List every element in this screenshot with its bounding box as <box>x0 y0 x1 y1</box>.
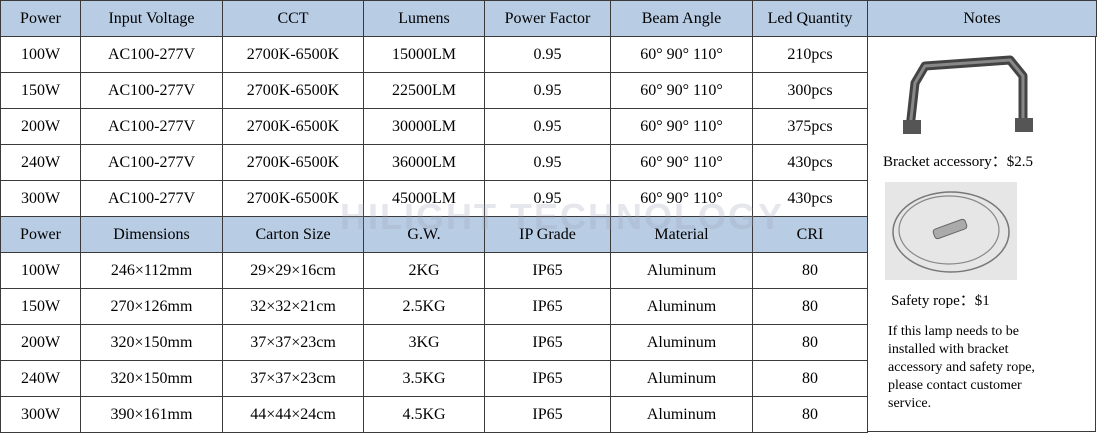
table-cell: IP65 <box>484 396 611 433</box>
header-cell: Led Quantity <box>752 0 868 37</box>
table-cell: AC100-277V <box>80 72 223 109</box>
header-cell: Power <box>0 216 81 253</box>
header-cell: IP Grade <box>484 216 611 253</box>
table-cell: 0.95 <box>484 108 611 145</box>
info-line: please contact customer <box>888 378 1022 393</box>
table-cell: 150W <box>0 288 81 325</box>
table-cell: 240W <box>0 360 81 397</box>
table-cell: 270×126mm <box>80 288 223 325</box>
watermark: HILIGHT TECHNOLOGY <box>340 196 784 237</box>
header-cell: Notes <box>867 0 1097 37</box>
table-cell: Aluminum <box>610 252 753 289</box>
table-cell: IP65 <box>484 324 611 361</box>
header-cell: Beam Angle <box>610 0 753 37</box>
table-cell: Aluminum <box>610 360 753 397</box>
table-cell: AC100-277V <box>80 108 223 145</box>
table-cell: 2KG <box>363 252 485 289</box>
table-cell: 3KG <box>363 324 485 361</box>
table-cell: 390×161mm <box>80 396 223 433</box>
table-cell: 100W <box>0 36 81 73</box>
table-cell: 2700K-6500K <box>222 72 364 109</box>
info-line: service. <box>888 396 932 411</box>
table-cell: 22500LM <box>363 72 485 109</box>
table-cell: Aluminum <box>610 324 753 361</box>
header-cell: CCT <box>222 0 364 37</box>
table-cell: 320×150mm <box>80 360 223 397</box>
table-cell: 300W <box>0 396 81 433</box>
table-cell: 150W <box>0 72 81 109</box>
table-cell: 80 <box>752 396 868 433</box>
table-cell: 60° 90° 110° <box>610 72 753 109</box>
table-cell: 0.95 <box>484 144 611 181</box>
header-cell: Lumens <box>363 0 485 37</box>
table-cell: 430pcs <box>752 144 868 181</box>
table-cell: 375pcs <box>752 108 868 145</box>
table-cell: 60° 90° 110° <box>610 108 753 145</box>
header-cell: Carton Size <box>222 216 364 253</box>
header-cell: Power Factor <box>484 0 611 37</box>
rope-image <box>885 182 1017 280</box>
table-cell: 60° 90° 110° <box>610 36 753 73</box>
table-cell: AC100-277V <box>80 36 223 73</box>
table-cell: IP65 <box>484 360 611 397</box>
header-cell: Input Voltage <box>80 0 223 37</box>
table-cell: IP65 <box>484 288 611 325</box>
table-cell: 300W <box>0 180 81 217</box>
table-cell: 80 <box>752 360 868 397</box>
table-cell: 37×37×23cm <box>222 360 364 397</box>
table-cell: 210pcs <box>752 36 868 73</box>
info-line: accessory and safety rope, <box>888 360 1035 375</box>
header-cell: G.W. <box>363 216 485 253</box>
table-cell: 80 <box>752 288 868 325</box>
table-cell: IP65 <box>484 252 611 289</box>
table-cell: 200W <box>0 108 81 145</box>
table-cell: 0.95 <box>484 36 611 73</box>
notes-cell <box>867 36 1096 432</box>
table-cell: 240W <box>0 144 81 181</box>
table-cell: AC100-277V <box>80 144 223 181</box>
table-cell: 80 <box>752 252 868 289</box>
notes-info: If this lamp needs to be installed with b… <box>888 323 1035 413</box>
header-cell: Power <box>0 0 81 37</box>
bracket-label: Bracket accessory：$2.5 <box>883 154 1033 170</box>
table-cell: AC100-277V <box>80 180 223 217</box>
table-cell: 320×150mm <box>80 324 223 361</box>
header-cell: Material <box>610 216 753 253</box>
header-cell: Dimensions <box>80 216 223 253</box>
table-cell: 44×44×24cm <box>222 396 364 433</box>
table-cell: 2.5KG <box>363 288 485 325</box>
table-cell: 2700K-6500K <box>222 144 364 181</box>
table-cell: 29×29×16cm <box>222 252 364 289</box>
info-line: installed with bracket <box>888 342 1009 357</box>
rope-label: Safety rope：$1 <box>891 293 990 309</box>
table-cell: 0.95 <box>484 72 611 109</box>
table-cell: Aluminum <box>610 396 753 433</box>
table-cell: 2700K-6500K <box>222 36 364 73</box>
table-cell: 36000LM <box>363 144 485 181</box>
table-cell: 200W <box>0 324 81 361</box>
table-cell: 15000LM <box>363 36 485 73</box>
table-cell: 37×37×23cm <box>222 324 364 361</box>
table-cell: 4.5KG <box>363 396 485 433</box>
table-cell: 300pcs <box>752 72 868 109</box>
table-cell: 60° 90° 110° <box>610 144 753 181</box>
bracket-image <box>903 55 1033 134</box>
table-cell: 32×32×21cm <box>222 288 364 325</box>
table-cell: 30000LM <box>363 108 485 145</box>
table-cell: 80 <box>752 324 868 361</box>
table-cell: Aluminum <box>610 288 753 325</box>
table-cell: 246×112mm <box>80 252 223 289</box>
info-line: If this lamp needs to be <box>888 324 1020 339</box>
table-cell: 2700K-6500K <box>222 108 364 145</box>
table-cell: 3.5KG <box>363 360 485 397</box>
table-cell: 100W <box>0 252 81 289</box>
